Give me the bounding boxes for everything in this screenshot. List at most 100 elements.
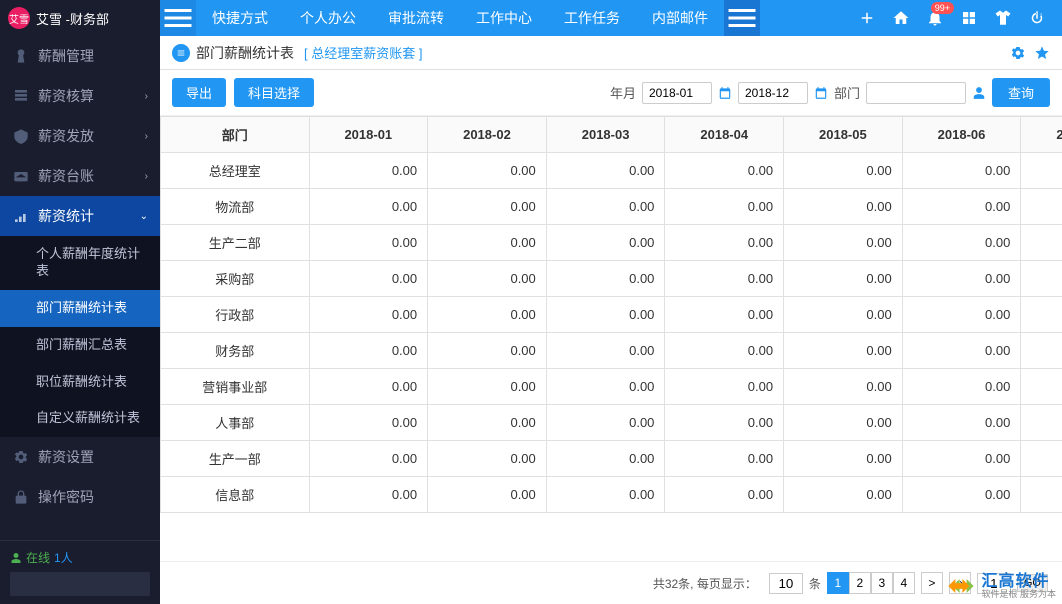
dept-input[interactable] xyxy=(866,82,966,104)
table-cell-value: 0.00 xyxy=(309,261,428,297)
pager-page-button[interactable]: 3 xyxy=(871,572,893,594)
table-row[interactable]: 生产一部0.000.000.000.000.000.000. xyxy=(161,441,1062,477)
online-status: 在线 1人 xyxy=(10,549,150,566)
sidebar-search[interactable] xyxy=(10,572,150,596)
dept-picker-icon[interactable] xyxy=(972,86,986,100)
user-avatar[interactable]: 艾雪 xyxy=(8,7,30,29)
power-icon[interactable] xyxy=(1020,0,1054,36)
chevron-icon: › xyxy=(145,171,148,182)
table-cell-value: 0.00 xyxy=(309,297,428,333)
export-button[interactable]: 导出 xyxy=(172,78,226,107)
table-cell-value: 0.00 xyxy=(784,477,903,513)
topnav-item[interactable]: 审批流转 xyxy=(372,0,460,36)
list-icon xyxy=(172,44,190,62)
calendar-to-icon[interactable] xyxy=(814,86,828,100)
table-cell-value: 0.00 xyxy=(902,189,1021,225)
sidebar-item[interactable]: 薪资统计⌄ xyxy=(0,196,160,236)
table-row[interactable]: 总经理室0.000.000.000.000.000.000. xyxy=(161,153,1062,189)
table-cell-value: 0.00 xyxy=(309,225,428,261)
notification-badge: 99+ xyxy=(931,2,954,14)
subject-select-button[interactable]: 科目选择 xyxy=(234,78,314,107)
table-cell-value: 0.00 xyxy=(428,225,547,261)
table-cell-value: 0. xyxy=(1021,225,1062,261)
topnav-item[interactable]: 个人办公 xyxy=(284,0,372,36)
table-cell-value: 0.00 xyxy=(546,225,665,261)
gear-icon[interactable] xyxy=(1010,45,1026,61)
page-size-input[interactable] xyxy=(769,573,803,594)
apps-icon[interactable] xyxy=(952,0,986,36)
sidebar-subitem[interactable]: 部门薪酬统计表 xyxy=(0,290,160,327)
sidebar-search-input[interactable] xyxy=(16,577,171,591)
table-cell-value: 0.00 xyxy=(428,477,547,513)
table-row[interactable]: 行政部0.000.000.000.000.000.000. xyxy=(161,297,1062,333)
topnav-item[interactable]: 工作任务 xyxy=(548,0,636,36)
table-cell-value: 0.00 xyxy=(428,153,547,189)
sidebar-item-icon xyxy=(12,87,30,105)
more-menu-icon[interactable] xyxy=(724,0,760,36)
query-button[interactable]: 查询 xyxy=(992,78,1050,107)
topnav-item[interactable]: 快捷方式 xyxy=(196,0,284,36)
brand-name: 艾雪 -财务部 xyxy=(36,9,109,28)
table-header-cell: 2018-05 xyxy=(784,117,903,153)
pager-next[interactable]: > xyxy=(921,572,943,594)
page-title: 部门薪酬统计表 xyxy=(196,43,294,63)
date-from-input[interactable] xyxy=(642,82,712,104)
pager-info: 共32条, 每页显示： xyxy=(653,575,757,592)
sidebar-item[interactable]: 薪酬管理 xyxy=(0,36,160,76)
table-cell-value: 0.00 xyxy=(665,441,784,477)
table-cell-value: 0.00 xyxy=(309,189,428,225)
top-nav: 快捷方式个人办公审批流转工作中心工作任务内部邮件 xyxy=(196,0,724,36)
sidebar-item[interactable]: 薪资发放› xyxy=(0,116,160,156)
sidebar-subitem[interactable]: 个人薪酬年度统计表 xyxy=(0,236,160,290)
table-row[interactable]: 人事部0.000.000.000.000.000.000. xyxy=(161,405,1062,441)
table-row[interactable]: 信息部0.000.000.000.000.000.000. xyxy=(161,477,1062,513)
sidebar-item-icon xyxy=(12,488,30,506)
table-cell-value: 0. xyxy=(1021,477,1062,513)
pager-goto-input[interactable] xyxy=(977,573,1011,594)
top-bar: 艾雪 艾雪 -财务部 快捷方式个人办公审批流转工作中心工作任务内部邮件 99+ xyxy=(0,0,1062,36)
table-cell-value: 0.00 xyxy=(665,369,784,405)
crumb-actions xyxy=(1010,45,1050,61)
table-cell-value: 0.00 xyxy=(784,405,903,441)
calendar-from-icon[interactable] xyxy=(718,86,732,100)
table-cell-value: 0.00 xyxy=(309,333,428,369)
table-header-cell: 2018-07 xyxy=(1021,117,1062,153)
user-online-icon xyxy=(10,552,22,564)
table-cell-value: 0. xyxy=(1021,441,1062,477)
table-cell-name: 采购部 xyxy=(161,261,310,297)
sidebar-toggle-icon[interactable] xyxy=(160,0,196,36)
sidebar-subitem[interactable]: 职位薪酬统计表 xyxy=(0,364,160,401)
table-row[interactable]: 财务部0.000.000.000.000.000.000. xyxy=(161,333,1062,369)
topnav-item[interactable]: 工作中心 xyxy=(460,0,548,36)
table-cell-value: 0.00 xyxy=(546,297,665,333)
bell-icon[interactable]: 99+ xyxy=(918,0,952,36)
date-to-input[interactable] xyxy=(738,82,808,104)
pager-go-button[interactable]: GO xyxy=(1017,574,1048,592)
table-row[interactable]: 物流部0.000.000.000.000.000.000. xyxy=(161,189,1062,225)
pager-last[interactable]: » xyxy=(949,572,971,594)
breadcrumb-bar: 部门薪酬统计表 [ 总经理室薪资账套 ] xyxy=(160,36,1062,70)
star-icon[interactable] xyxy=(1034,45,1050,61)
table-row[interactable]: 采购部0.000.000.000.000.000.000. xyxy=(161,261,1062,297)
table-cell-value: 0.00 xyxy=(784,153,903,189)
sidebar-item[interactable]: 薪资台账› xyxy=(0,156,160,196)
pager-page-button[interactable]: 2 xyxy=(849,572,871,594)
sidebar-item[interactable]: 薪资设置 xyxy=(0,437,160,477)
topnav-item[interactable]: 内部邮件 xyxy=(636,0,724,36)
sidebar-item[interactable]: 操作密码 xyxy=(0,477,160,517)
table-row[interactable]: 生产二部0.000.000.000.000.000.000. xyxy=(161,225,1062,261)
home-icon[interactable] xyxy=(884,0,918,36)
table-cell-value: 0.00 xyxy=(784,261,903,297)
table-cell-name: 生产二部 xyxy=(161,225,310,261)
shirt-icon[interactable] xyxy=(986,0,1020,36)
table-container[interactable]: 部门2018-012018-022018-032018-042018-05201… xyxy=(160,116,1062,561)
sidebar-subitem[interactable]: 部门薪酬汇总表 xyxy=(0,327,160,364)
sidebar-item[interactable]: 薪资核算› xyxy=(0,76,160,116)
table-cell-value: 0.00 xyxy=(665,477,784,513)
sidebar-subitem[interactable]: 自定义薪酬统计表 xyxy=(0,400,160,437)
pager-page-button[interactable]: 1 xyxy=(827,572,849,594)
table-cell-value: 0.00 xyxy=(784,189,903,225)
pager-page-button[interactable]: 4 xyxy=(893,572,915,594)
plus-icon[interactable] xyxy=(850,0,884,36)
table-row[interactable]: 营销事业部0.000.000.000.000.000.000. xyxy=(161,369,1062,405)
